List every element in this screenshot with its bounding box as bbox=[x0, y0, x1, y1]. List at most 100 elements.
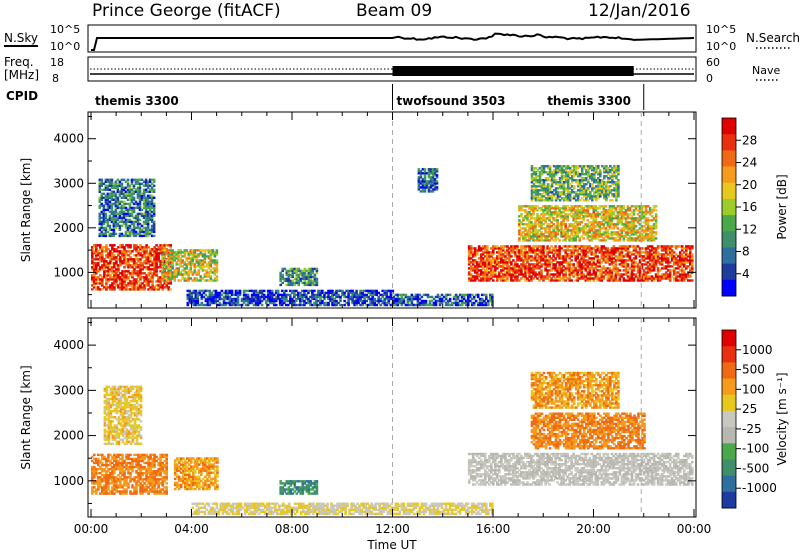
echo-cell bbox=[592, 253, 596, 256]
echo-cell bbox=[129, 266, 132, 269]
echo-cell bbox=[624, 247, 628, 250]
echo-cell bbox=[309, 301, 312, 305]
echo-cell bbox=[138, 192, 142, 195]
echo-cell bbox=[289, 293, 292, 297]
echo-cell bbox=[660, 247, 664, 250]
echo-cell bbox=[193, 253, 197, 256]
echo-cell bbox=[102, 232, 106, 236]
echo-cell bbox=[491, 297, 494, 301]
echo-cell bbox=[119, 288, 122, 291]
echo-cell bbox=[530, 217, 533, 220]
echo-cell bbox=[464, 301, 468, 305]
echo-cell bbox=[157, 254, 160, 257]
echo-cell bbox=[197, 273, 201, 276]
echo-cell bbox=[616, 255, 620, 258]
echo-cell bbox=[626, 227, 630, 230]
echo-cell bbox=[161, 271, 164, 274]
echo-cell bbox=[116, 200, 120, 203]
echo-cell bbox=[404, 303, 408, 307]
echo-cell bbox=[146, 182, 150, 185]
echo-cell bbox=[427, 174, 431, 177]
echo-cell bbox=[546, 273, 549, 276]
echo-cell bbox=[333, 303, 336, 307]
echo-cell bbox=[291, 273, 295, 277]
echo-cell bbox=[588, 275, 592, 278]
echo-cell bbox=[252, 303, 256, 307]
echo-cell bbox=[192, 291, 196, 295]
echo-cell bbox=[528, 205, 531, 208]
echo-cell bbox=[103, 262, 106, 265]
echo-cell bbox=[183, 263, 187, 266]
echo-cell bbox=[682, 259, 686, 262]
echo-cell bbox=[105, 274, 108, 277]
echo-cell bbox=[558, 273, 561, 276]
echo-cell bbox=[100, 210, 104, 214]
echo-cell bbox=[101, 276, 104, 279]
echo-cell bbox=[428, 295, 432, 299]
echo-cell bbox=[208, 303, 212, 307]
echo-cell bbox=[522, 231, 525, 234]
echo-cell bbox=[650, 277, 654, 280]
echo-cell bbox=[526, 251, 529, 254]
echo-cell bbox=[540, 225, 543, 228]
echo-cell bbox=[596, 221, 600, 224]
echo-cell bbox=[640, 255, 644, 258]
echo-cell bbox=[600, 205, 604, 208]
echo-cell bbox=[636, 205, 640, 208]
echo-cell bbox=[371, 293, 374, 297]
echo-cell bbox=[152, 228, 156, 232]
echo-cell bbox=[636, 209, 640, 212]
echo-cell bbox=[524, 251, 527, 254]
echo-cell bbox=[236, 299, 240, 303]
echo-cell bbox=[155, 244, 158, 247]
echo-cell bbox=[536, 231, 539, 234]
echo-cell bbox=[266, 295, 270, 299]
echo-cell bbox=[136, 194, 140, 197]
echo-cell bbox=[469, 245, 473, 248]
echo-cell bbox=[560, 229, 563, 232]
echo-cell bbox=[100, 194, 104, 197]
echo-cell bbox=[141, 268, 144, 271]
echo-cell bbox=[105, 270, 108, 273]
echo-cell bbox=[578, 217, 581, 220]
echo-cell bbox=[181, 259, 184, 262]
echo-cell bbox=[185, 267, 189, 270]
echo-cell bbox=[191, 255, 195, 258]
echo-cell bbox=[479, 265, 483, 268]
echo-cell bbox=[536, 277, 539, 280]
echo-cell bbox=[188, 301, 192, 305]
echo-cell bbox=[123, 272, 126, 275]
echo-cell bbox=[359, 297, 362, 301]
echo-cell bbox=[628, 279, 632, 282]
echo-cell bbox=[534, 225, 537, 228]
echo-cell bbox=[392, 295, 396, 299]
echo-cell bbox=[124, 218, 128, 222]
echo-cell bbox=[568, 209, 571, 212]
echo-cell bbox=[538, 225, 541, 228]
echo-cell bbox=[195, 261, 199, 264]
echo-cell bbox=[580, 211, 583, 214]
echo-cell bbox=[207, 267, 211, 270]
echo-cell bbox=[319, 299, 322, 303]
echo-cell bbox=[321, 295, 324, 299]
echo-cell bbox=[572, 205, 575, 208]
echo-cell bbox=[248, 297, 252, 301]
echo-cell bbox=[604, 235, 608, 238]
echo-cell bbox=[417, 176, 421, 179]
echo-cell bbox=[186, 295, 190, 299]
echo-cell bbox=[351, 297, 354, 301]
echo-cell bbox=[119, 278, 122, 281]
echo-cell bbox=[361, 291, 364, 295]
echo-cell bbox=[132, 228, 136, 232]
echo-cell bbox=[568, 239, 571, 242]
echo-cell bbox=[363, 299, 366, 303]
echo-cell bbox=[137, 266, 140, 269]
echo-cell bbox=[417, 180, 421, 183]
echo-cell bbox=[588, 225, 592, 228]
echo-cell bbox=[118, 228, 122, 232]
echo-cell bbox=[670, 259, 674, 262]
echo-cell bbox=[642, 225, 646, 228]
echo-cell bbox=[392, 297, 396, 301]
echo-cell bbox=[363, 293, 366, 297]
echo-cell bbox=[546, 239, 549, 242]
